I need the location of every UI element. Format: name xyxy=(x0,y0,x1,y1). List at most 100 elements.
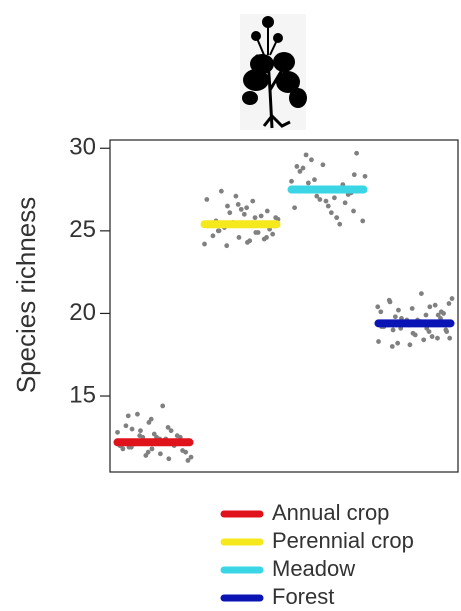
point xyxy=(362,173,368,179)
point xyxy=(292,205,297,211)
point xyxy=(115,429,120,435)
point xyxy=(264,208,270,214)
point xyxy=(238,206,244,212)
point xyxy=(449,296,455,301)
point xyxy=(351,172,357,178)
point xyxy=(138,428,143,434)
point xyxy=(289,178,294,184)
point xyxy=(392,314,398,320)
point xyxy=(135,411,140,417)
point xyxy=(180,448,185,453)
point xyxy=(204,197,210,202)
point xyxy=(351,208,356,214)
point xyxy=(149,446,155,452)
y-tick-label: 25 xyxy=(69,216,96,243)
point xyxy=(258,213,264,219)
point xyxy=(354,150,359,156)
point xyxy=(300,165,306,171)
point xyxy=(165,425,171,430)
point xyxy=(389,344,395,349)
point xyxy=(244,205,250,211)
point xyxy=(386,297,392,303)
point xyxy=(323,198,329,204)
point xyxy=(378,309,384,315)
point xyxy=(331,195,337,201)
point xyxy=(395,340,401,346)
point xyxy=(423,312,429,318)
point xyxy=(210,233,216,239)
point xyxy=(168,428,174,434)
plant-icon xyxy=(240,14,307,130)
point xyxy=(157,451,163,457)
point xyxy=(426,329,432,335)
point xyxy=(137,433,143,439)
point xyxy=(317,197,323,202)
point xyxy=(446,301,452,306)
point xyxy=(224,243,230,249)
point xyxy=(305,180,311,186)
legend-label: Meadow xyxy=(272,556,355,581)
y-tick-label: 20 xyxy=(69,299,96,326)
point xyxy=(314,193,320,199)
plot-frame xyxy=(109,139,459,473)
point xyxy=(120,446,126,452)
point xyxy=(412,332,418,338)
legend-label: Annual crop xyxy=(272,500,389,525)
point xyxy=(233,193,239,199)
point xyxy=(447,335,453,341)
point xyxy=(342,200,348,206)
point xyxy=(148,416,154,422)
point xyxy=(218,188,224,194)
point xyxy=(427,304,433,310)
point xyxy=(303,152,309,158)
point xyxy=(376,339,381,344)
point xyxy=(325,203,331,209)
point xyxy=(145,449,151,455)
point xyxy=(309,157,314,163)
point xyxy=(294,164,300,169)
point xyxy=(337,221,343,227)
y-tick-label: 30 xyxy=(69,134,96,161)
point xyxy=(264,235,269,240)
point xyxy=(225,203,230,209)
point xyxy=(375,304,381,310)
point xyxy=(418,291,424,297)
point xyxy=(443,327,449,333)
point xyxy=(129,426,135,432)
point xyxy=(235,202,241,207)
point xyxy=(123,423,129,429)
point xyxy=(409,306,415,311)
point xyxy=(312,177,317,183)
point xyxy=(396,307,401,313)
point xyxy=(236,235,242,240)
point xyxy=(160,403,166,409)
point xyxy=(435,335,440,341)
point xyxy=(360,218,366,224)
point xyxy=(188,454,194,460)
point xyxy=(252,215,258,221)
point xyxy=(174,433,180,439)
point xyxy=(125,413,131,419)
point xyxy=(250,198,256,204)
point xyxy=(334,215,340,221)
point xyxy=(247,238,253,244)
legend-label: Forest xyxy=(272,584,334,609)
point xyxy=(166,456,172,462)
point xyxy=(255,230,261,235)
point xyxy=(215,228,221,234)
legend-label: Perennial crop xyxy=(272,528,414,553)
point xyxy=(328,210,334,216)
y-tick-label: 15 xyxy=(69,381,96,408)
point xyxy=(390,327,396,333)
point xyxy=(270,231,276,237)
point xyxy=(185,458,191,463)
point xyxy=(429,334,435,339)
point xyxy=(227,210,233,216)
point xyxy=(202,241,207,247)
point xyxy=(320,162,326,168)
point xyxy=(441,311,446,316)
point xyxy=(432,302,438,308)
point xyxy=(421,337,427,343)
point xyxy=(407,342,413,348)
